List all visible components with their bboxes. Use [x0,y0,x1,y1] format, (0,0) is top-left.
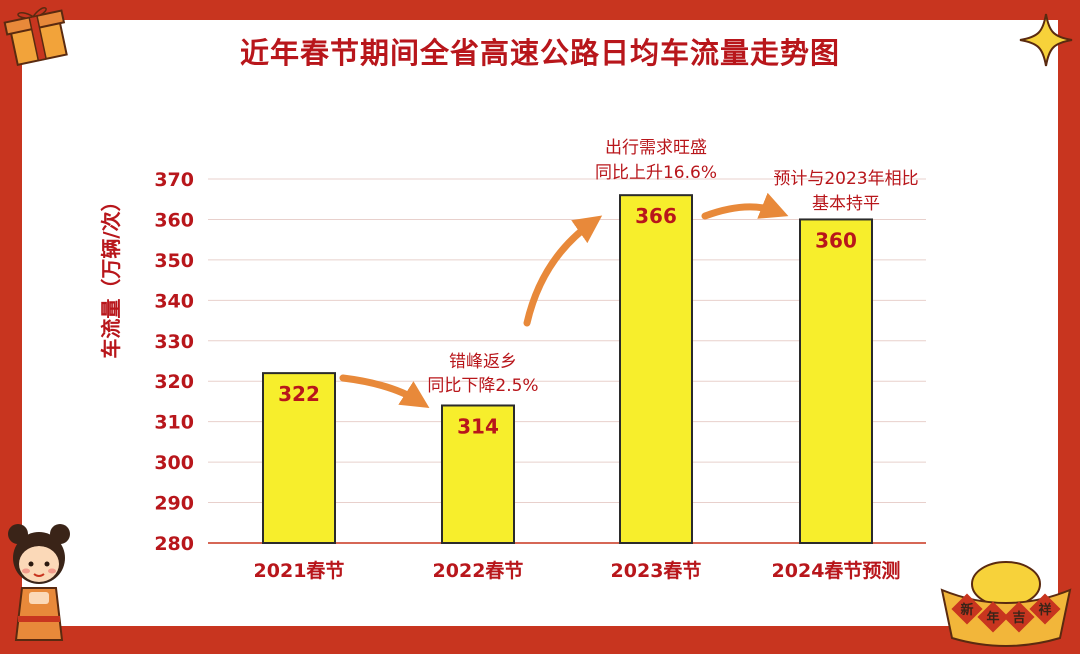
y-tick-label: 320 [154,371,194,393]
trend-arrow [523,215,603,327]
bar-value-label: 322 [278,382,320,406]
annotation-text: 同比下降2.5% [427,376,538,396]
bar-value-label: 360 [815,228,857,252]
bar [441,404,515,544]
trend-arrow [701,192,789,220]
chart-frame [22,20,1058,626]
bar-value-label: 314 [457,414,499,438]
bar-value-label: 366 [635,204,677,228]
bar [619,194,693,545]
y-tick-label: 310 [154,412,194,434]
trend-arrow [339,374,430,409]
y-axis-label: 车流量（万辆/次） [99,191,123,358]
x-tick-label: 2024春节预测 [772,559,901,582]
annotation-text: 错峰返乡 [449,352,517,372]
gold-ingot-icon: 新 年 吉 祥 [940,561,1072,647]
badge-char-xin: 新 [960,602,973,618]
y-tick-label: 330 [154,331,194,353]
bars: 322 314 366 360 [262,194,873,545]
y-axis-ticks: 280 290 300 310 320 330 340 350 360 370 [154,169,194,555]
annotation-text: 同比上升16.6% [595,163,717,183]
badge-char-nian: 年 [986,610,999,626]
girl-mascot-icon [8,524,70,641]
annotation-text: 预计与2023年相比 [773,169,918,189]
trend-arrows [339,192,789,409]
x-tick-label: 2022春节 [433,559,524,582]
x-tick-label: 2021春节 [254,559,345,582]
y-tick-label: 290 [154,493,194,515]
bar [799,218,873,544]
badge-char-ji: 吉 [1012,611,1025,626]
y-tick-label: 360 [154,209,194,231]
star-icon [1019,13,1073,67]
badge-char-xiang: 祥 [1038,602,1051,618]
y-tick-label: 370 [154,169,194,191]
bar [262,372,336,544]
annotation-text: 基本持平 [812,194,880,214]
y-tick-label: 350 [154,250,194,272]
x-tick-label: 2023春节 [611,559,702,582]
x-axis-ticks: 2021春节 2022春节 2023春节 2024春节预测 [254,559,901,582]
chart-title: 近年春节期间全省高速公路日均车流量走势图 [239,36,840,70]
y-tick-label: 340 [154,290,194,312]
annotation-text: 出行需求旺盛 [605,138,707,158]
gift-box-icon [3,7,68,67]
y-tick-label: 300 [154,452,194,474]
y-tick-label: 280 [154,533,194,555]
